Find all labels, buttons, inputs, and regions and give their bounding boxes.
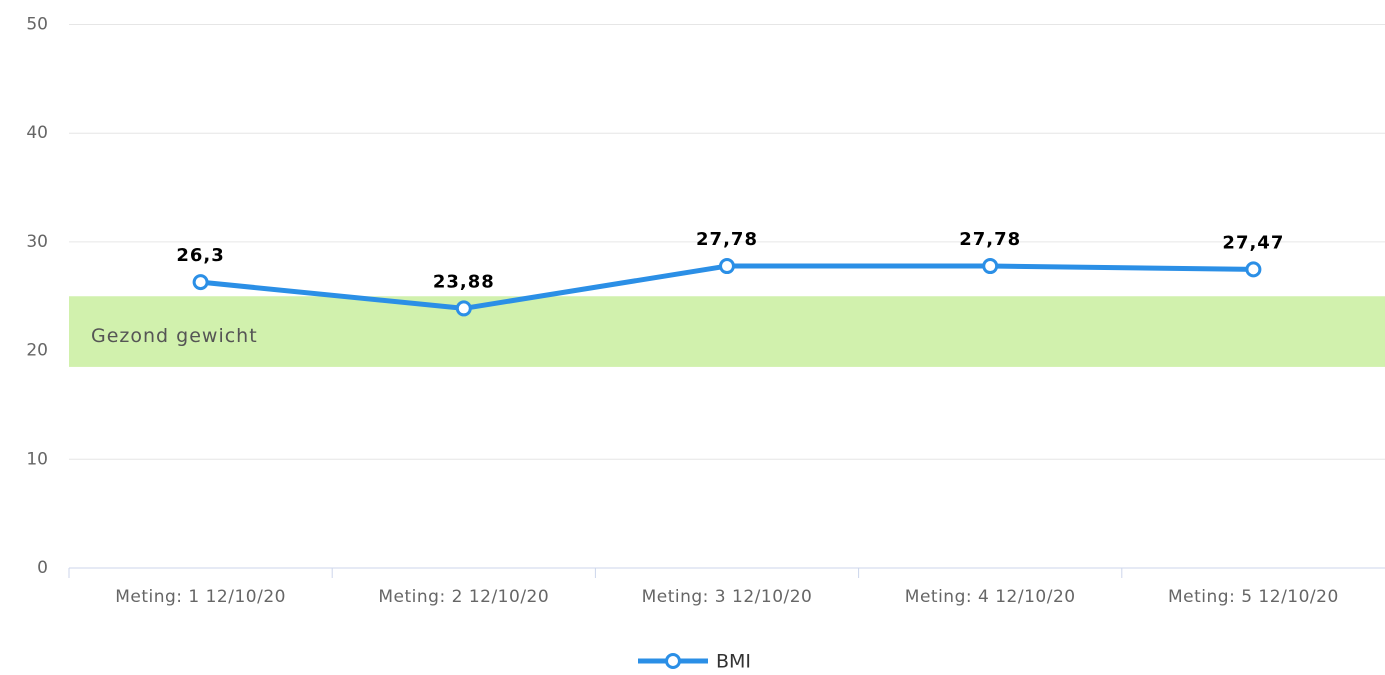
- y-tick-label: 0: [37, 558, 48, 578]
- data-label: 26,3: [176, 245, 224, 266]
- x-tick-label: Meting: 5 12/10/20: [1168, 587, 1339, 607]
- y-tick-label: 10: [26, 449, 48, 469]
- y-tick-label: 30: [26, 232, 48, 252]
- x-tick-label: Meting: 1 12/10/20: [115, 587, 286, 607]
- point: [192, 274, 209, 291]
- point: [982, 258, 999, 275]
- point: [719, 258, 735, 275]
- x-tick-label: Meting: 3 12/10/20: [642, 587, 813, 607]
- plot-band: [69, 296, 1385, 367]
- data-label: 23,88: [433, 271, 495, 292]
- y-tick-label: 20: [26, 341, 48, 361]
- data-label: 27,78: [696, 229, 758, 250]
- plot-band-label: Gezond gewicht: [91, 325, 258, 347]
- point: [1245, 261, 1262, 278]
- legend-marker: [665, 653, 681, 669]
- x-tick-label: Meting: 2 12/10/20: [378, 587, 549, 607]
- y-tick-label: 50: [26, 15, 48, 35]
- data-label: 27,47: [1222, 232, 1284, 253]
- legend-label: BMI: [716, 651, 751, 672]
- x-tick-label: Meting: 4 12/10/20: [905, 587, 1076, 607]
- point: [455, 300, 472, 317]
- y-tick-label: 40: [26, 123, 48, 143]
- data-label: 27,78: [959, 229, 1021, 250]
